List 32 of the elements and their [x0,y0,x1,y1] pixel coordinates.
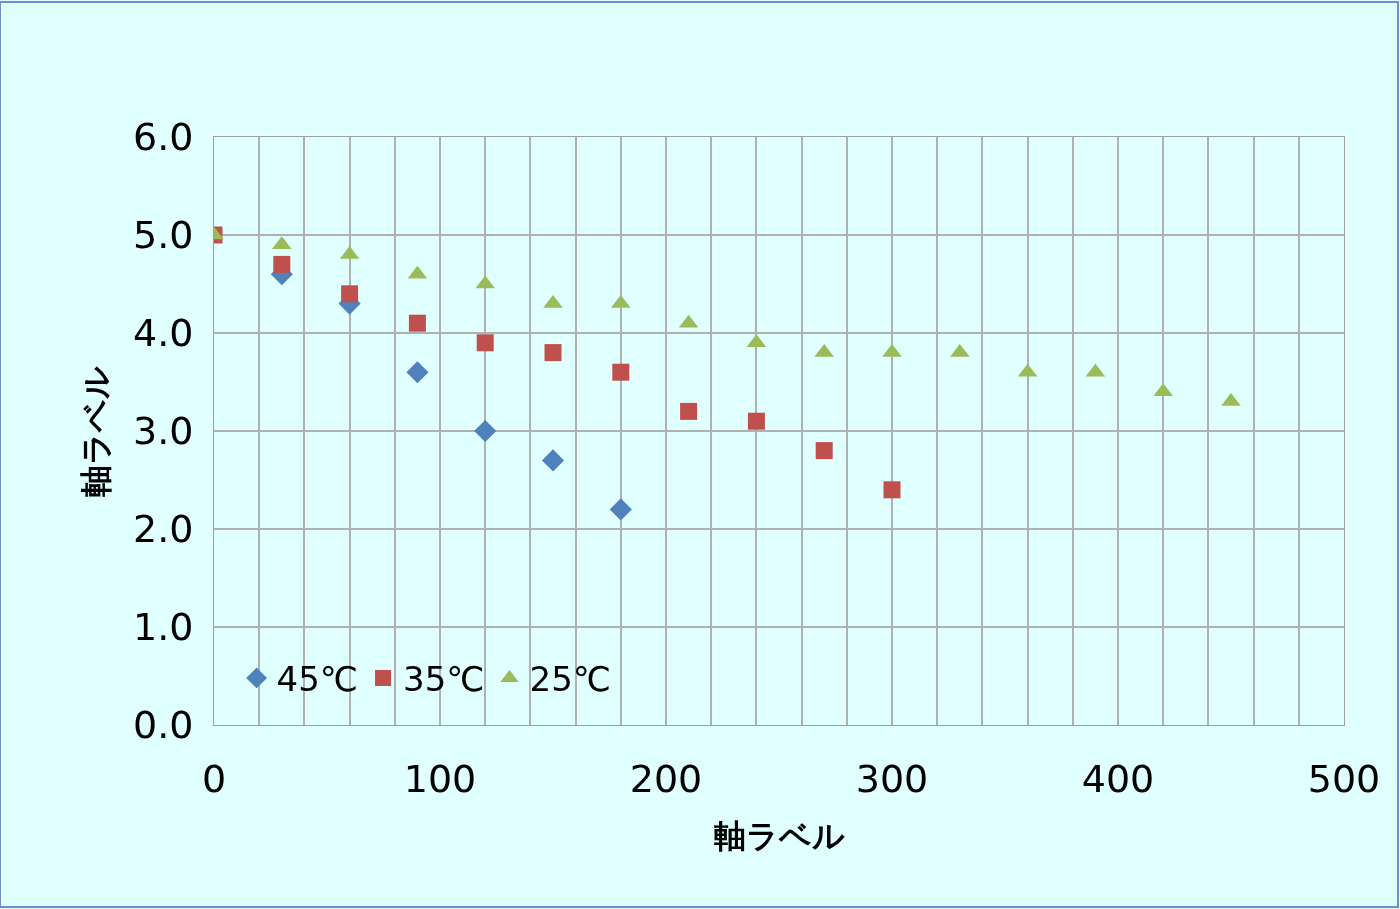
y-tick-label: 2.0 [132,507,194,552]
point [612,363,630,381]
y-axis-title: 軸ラベル [77,365,116,497]
legend-label: 35℃ [403,659,485,700]
y-tick-label: 6.0 [132,115,194,160]
legend-label: 25℃ [529,659,611,700]
point [541,449,565,472]
y-tick-label: 5.0 [132,213,194,258]
x-tick-label: 400 [1081,756,1155,801]
y-tick-label: 1.0 [132,605,194,650]
x-tick-label: 200 [629,756,703,801]
x-tick-label: 500 [1307,756,1381,801]
point [476,334,494,352]
x-tick-label: 0 [201,756,227,801]
point [408,314,426,332]
x-tick-label: 100 [403,756,477,801]
point [609,498,632,521]
point [406,361,429,384]
y-tick-label: 3.0 [132,409,194,454]
x-tick-label: 300 [855,756,929,801]
legend-label: 45℃ [276,659,359,700]
point [680,402,698,420]
point [273,255,291,273]
point [544,344,562,362]
point [883,481,901,499]
x-axis-title: 軸ラベル [713,817,845,856]
point [341,285,359,303]
point [815,442,833,460]
y-tick-label: 4.0 [132,311,194,356]
point [747,412,765,430]
y-tick-label: 0.0 [132,703,194,748]
point [474,419,497,443]
